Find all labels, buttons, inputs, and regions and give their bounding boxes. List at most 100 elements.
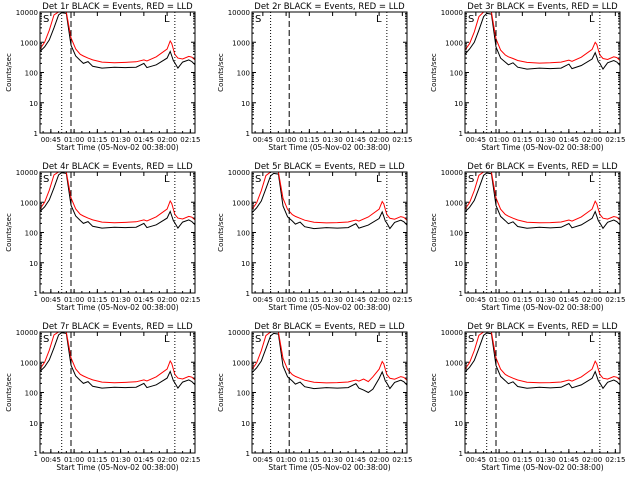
- y-tick-label: 1: [34, 450, 38, 458]
- y-tick-label: 10000: [228, 329, 250, 337]
- y-axis-label: Counts/sec: [430, 53, 438, 92]
- x-tick-label: 00:45: [41, 136, 61, 144]
- x-tick-label: 01:45: [559, 456, 579, 464]
- x-tick-label: 01:00: [64, 296, 84, 304]
- panel-title: Det 1r BLACK = Events, RED = LLD: [42, 2, 193, 12]
- panel-title: Det 5r BLACK = Events, RED = LLD: [254, 162, 405, 172]
- detector-panel-1: Det 1r BLACK = Events, RED = LLD 1 10 100 10…: [5, 2, 200, 152]
- x-axis-label: Start Time (05-Nov-02 00:38:00): [268, 463, 390, 472]
- y-tick-label: 100: [450, 390, 463, 398]
- x-tick-label: 01:15: [87, 296, 107, 304]
- corner-label-l: L: [589, 174, 595, 185]
- panel-title: Det 8r BLACK = Events, RED = LLD: [254, 322, 405, 332]
- x-tick-label: 02:15: [605, 296, 625, 304]
- x-tick-label: 00:45: [41, 456, 61, 464]
- x-axis-label: Start Time (05-Nov-02 00:38:00): [481, 303, 603, 312]
- y-axis-label: Counts/sec: [5, 213, 13, 252]
- x-tick-label: 01:00: [489, 456, 509, 464]
- plot-frame: [464, 331, 621, 454]
- x-tick-label: 02:00: [369, 296, 389, 304]
- x-tick-label: 01:00: [276, 136, 296, 144]
- y-axis-label: Counts/sec: [217, 213, 225, 252]
- series-line-events: [465, 12, 620, 71]
- x-tick-label: 02:00: [157, 296, 177, 304]
- y-tick-label: 1: [459, 290, 463, 298]
- x-tick-label: 01:30: [323, 456, 343, 464]
- x-tick-label: 01:30: [111, 136, 131, 144]
- corner-label-s: S: [255, 14, 261, 25]
- y-tick-label: 10000: [228, 9, 250, 17]
- corner-label-s: S: [255, 334, 261, 345]
- detector-panel-2: Det 2r BLACK = Events, RED = LLD 1 10 100 10…: [217, 2, 412, 152]
- panel-title: Det 2r BLACK = Events, RED = LLD: [254, 2, 405, 12]
- x-axis-label: Start Time (05-Nov-02 00:38:00): [268, 143, 390, 152]
- detector-panel-3: Det 3r BLACK = Events, RED = LLD 1 10 100 10…: [430, 2, 625, 152]
- y-axis-label: Counts/sec: [430, 373, 438, 412]
- x-tick-label: 01:15: [87, 136, 107, 144]
- y-tick-label: 100: [25, 230, 38, 238]
- panel-title: Det 3r BLACK = Events, RED = LLD: [467, 2, 618, 12]
- plot-frame: [39, 171, 196, 294]
- y-axis-label: Counts/sec: [217, 53, 225, 92]
- plot-frame: [464, 171, 621, 294]
- x-tick-label: 01:00: [276, 296, 296, 304]
- plot-frame: [251, 331, 408, 454]
- corner-label-l: L: [164, 14, 170, 25]
- x-axis-label: Start Time (05-Nov-02 00:38:00): [268, 303, 390, 312]
- series-line-lld: [465, 172, 620, 224]
- y-tick-label: 10: [241, 260, 250, 268]
- detector-panel-4: Det 4r BLACK = Events, RED = LLD 1 10 100 10…: [5, 162, 200, 312]
- plot-frame: [251, 171, 408, 294]
- x-tick-label: 01:45: [559, 136, 579, 144]
- panel-title: Det 6r BLACK = Events, RED = LLD: [467, 162, 618, 172]
- x-axis-label: Start Time (05-Nov-02 00:38:00): [56, 143, 178, 152]
- y-tick-label: 10: [454, 100, 463, 108]
- plot-frame: [464, 11, 621, 134]
- y-tick-label: 10000: [16, 9, 38, 17]
- x-tick-label: 01:00: [489, 136, 509, 144]
- x-tick-label: 02:15: [605, 456, 625, 464]
- y-tick-label: 10: [29, 420, 38, 428]
- plot-frame: [39, 11, 196, 134]
- x-tick-label: 01:30: [111, 456, 131, 464]
- x-tick-label: 01:30: [323, 296, 343, 304]
- x-tick-label: 00:45: [253, 136, 273, 144]
- x-axis-label: Start Time (05-Nov-02 00:38:00): [481, 463, 603, 472]
- x-tick-label: 02:00: [157, 136, 177, 144]
- y-tick-label: 10: [241, 420, 250, 428]
- x-tick-label: 01:00: [64, 136, 84, 144]
- y-tick-label: 1000: [20, 39, 38, 47]
- x-tick-label: 01:15: [299, 136, 319, 144]
- corner-label-l: L: [164, 174, 170, 185]
- x-tick-label: 02:15: [605, 136, 625, 144]
- panel-title: Det 7r BLACK = Events, RED = LLD: [42, 322, 193, 332]
- x-tick-label: 01:00: [64, 456, 84, 464]
- corner-label-s: S: [43, 174, 49, 185]
- x-tick-label: 01:30: [536, 136, 556, 144]
- x-tick-label: 01:45: [559, 296, 579, 304]
- x-tick-label: 02:00: [582, 456, 602, 464]
- x-tick-label: 02:00: [582, 296, 602, 304]
- y-tick-label: 10: [241, 100, 250, 108]
- y-axis-label: Counts/sec: [430, 213, 438, 252]
- y-axis-label: Counts/sec: [5, 53, 13, 92]
- y-tick-label: 10000: [441, 329, 463, 337]
- x-tick-label: 01:15: [512, 296, 532, 304]
- x-tick-label: 01:30: [111, 296, 131, 304]
- series-line-lld: [465, 332, 620, 384]
- y-tick-label: 10: [29, 260, 38, 268]
- x-tick-label: 02:00: [369, 456, 389, 464]
- corner-label-l: L: [589, 334, 595, 345]
- series-line-lld: [252, 332, 407, 384]
- x-tick-label: 00:45: [466, 136, 486, 144]
- y-tick-label: 1000: [445, 199, 463, 207]
- series-line-events: [465, 172, 620, 230]
- series-line-lld: [252, 172, 407, 224]
- y-tick-label: 100: [237, 70, 250, 78]
- corner-label-l: L: [376, 14, 382, 25]
- y-tick-label: 10: [454, 260, 463, 268]
- y-tick-label: 10000: [228, 169, 250, 177]
- corner-label-l: L: [164, 334, 170, 345]
- y-tick-label: 10000: [441, 169, 463, 177]
